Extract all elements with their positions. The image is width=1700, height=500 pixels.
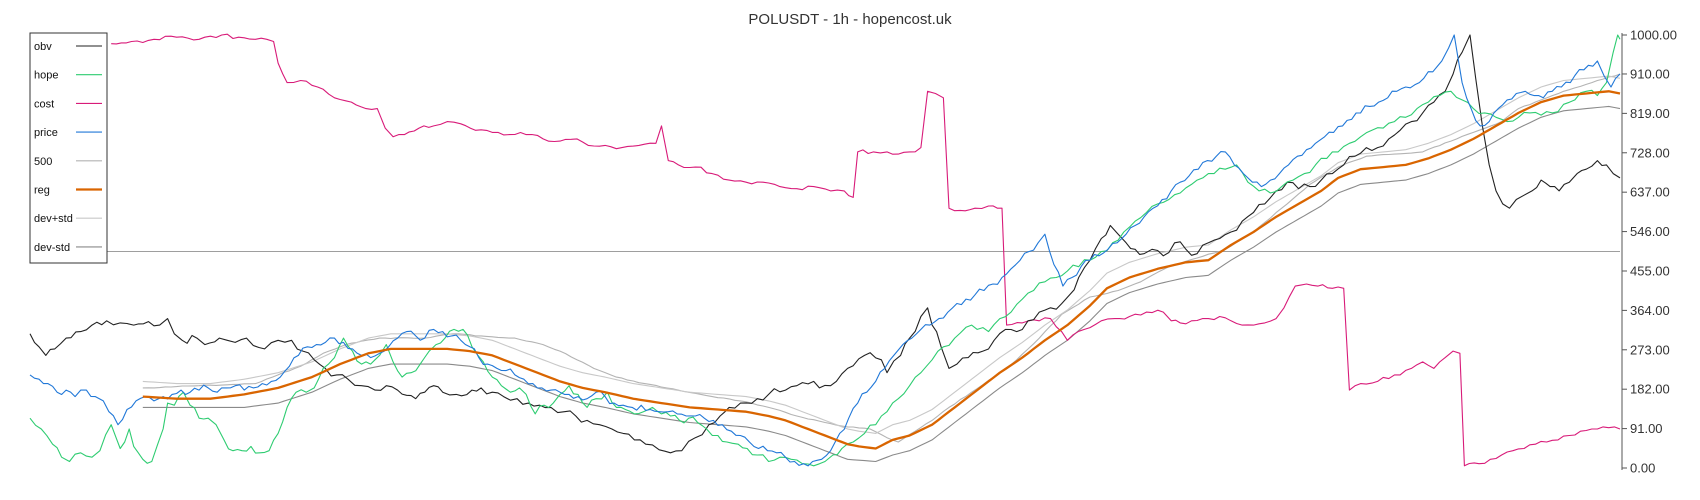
y-tick-label: 91.00 (1630, 421, 1663, 436)
y-tick-label: 364.00 (1630, 303, 1670, 318)
legend-label: 500 (34, 156, 52, 168)
series-line-reg (142, 90, 1621, 450)
legend-label: dev+std (34, 213, 73, 225)
y-tick-label: 1000.00 (1630, 28, 1677, 43)
legend-label: cost (34, 98, 54, 110)
legend-box (29, 32, 108, 264)
y-tick-label: 819.00 (1630, 106, 1670, 121)
legend-label: reg (34, 185, 50, 197)
series-line-500 (142, 73, 1621, 443)
y-tick-label: 455.00 (1630, 263, 1670, 278)
series-line-cost (111, 33, 1621, 467)
legend-label: dev-std (34, 242, 70, 254)
legend-label: price (34, 127, 58, 139)
y-tick-label: 546.00 (1630, 224, 1670, 239)
y-tick-label: 910.00 (1630, 66, 1670, 81)
legend-label: hope (34, 70, 58, 82)
legend-label: obv (34, 41, 52, 53)
series-line-dev-std (142, 105, 1621, 463)
legend: obv hope cost price 500 reg dev+std dev-std (29, 32, 108, 264)
y-tick-label: 637.00 (1630, 185, 1670, 200)
y-tick-label: 273.00 (1630, 342, 1670, 357)
series-line-price (29, 34, 1621, 467)
y-axis: 0.00 91.00 182.00 273.00 364.00 455.00 546.00 6… (1621, 28, 1677, 476)
series-lines (29, 33, 1621, 467)
series-line-dev-std (142, 75, 1621, 434)
series-line-hope (29, 34, 1621, 467)
chart-title: POLUSDT - 1h - hopencost.uk (748, 11, 952, 28)
y-tick-label: 0.00 (1630, 461, 1655, 476)
y-tick-label: 182.00 (1630, 382, 1670, 397)
series-line-obv (29, 34, 1621, 454)
y-tick-label: 728.00 (1630, 145, 1670, 160)
